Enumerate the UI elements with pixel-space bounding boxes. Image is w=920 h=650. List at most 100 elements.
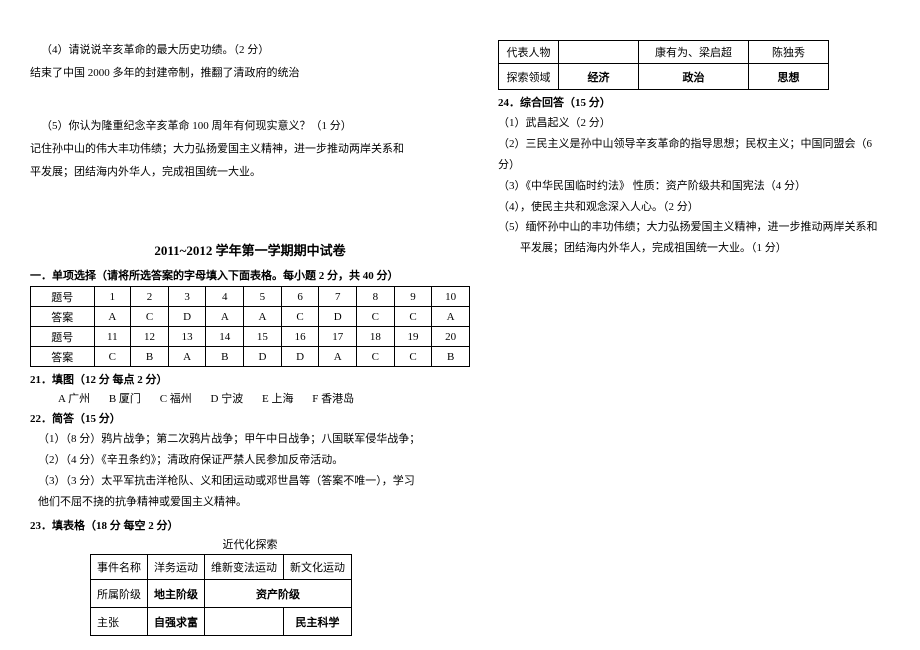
q24-4: （4），使民主共和观念深入人心。（2 分） (498, 197, 888, 218)
opt-c: C 福州 (160, 393, 192, 405)
cell: 自强求富 (148, 608, 205, 636)
section-1-heading: 一．单项选择（请将所选答案的字母填入下面表格。每小题 2 分，共 40 分） (30, 267, 470, 283)
cell-label: 题号 (31, 327, 95, 347)
cell: 洋务运动 (148, 555, 205, 580)
cell-ans: B (206, 347, 244, 367)
cell-ans: B (131, 347, 169, 367)
cell-ans: C (357, 347, 395, 367)
q5-answer-line1: 记住孙中山的伟大丰功伟绩；大力弘扬爱国主义精神，进一步推动两岸关系和 (30, 139, 470, 160)
cell-num: 15 (244, 327, 282, 347)
cell-ans: A (168, 347, 206, 367)
opt-a: A 广州 (58, 393, 90, 405)
cell-num: 5 (244, 287, 282, 307)
cell-ans: D (281, 347, 319, 367)
cell-num: 16 (281, 327, 319, 347)
cell: 新文化运动 (284, 555, 352, 580)
cell-ans: C (357, 307, 395, 327)
cell-num: 13 (168, 327, 206, 347)
cell-h: 探索领域 (499, 64, 559, 90)
cell-label: 答案 (31, 307, 95, 327)
left-column: （4）请说说辛亥革命的最大历史功绩。（2 分） 结束了中国 2000 多年的封建… (30, 40, 470, 638)
q24-5a: （5）缅怀孙中山的丰功伟绩；大力弘扬爱国主义精神，进一步推动两岸关系和 (498, 217, 888, 238)
section-21-options: A 广州 B 厦门 C 福州 D 宁波 E 上海 F 香港岛 (58, 390, 470, 406)
q22-3b: 他们不屈不挠的抗争精神或爱国主义精神。 (38, 492, 470, 513)
table-row: 代表人物 康有为、梁启超 陈独秀 (499, 41, 829, 64)
cell: 地主阶级 (148, 580, 205, 608)
cell-ans: B (432, 347, 470, 367)
cell-ans: A (206, 307, 244, 327)
q22-3a: （3）（3 分）太平军抗击洋枪队、义和团运动或邓世昌等（答案不唯一），学习 (38, 471, 470, 492)
cell-num: 18 (357, 327, 395, 347)
cell-h: 主张 (91, 608, 148, 636)
cell-num: 6 (281, 287, 319, 307)
cell-ans: C (131, 307, 169, 327)
cell-num: 4 (206, 287, 244, 307)
cell-ans: A (319, 347, 357, 367)
section-21-heading: 21．填图（12 分 每点 2 分） (30, 371, 470, 387)
table-row: 主张 自强求富 民主科学 (91, 608, 352, 636)
q4-answer: 结束了中国 2000 多年的封建帝制，推翻了清政府的统治 (30, 63, 470, 84)
cell-ans: D (168, 307, 206, 327)
q24-3: （3）《中华民国临时约法》 性质：资产阶级共和国宪法（4 分） (498, 176, 888, 197)
q22-1: （1）（8 分）鸦片战争；第二次鸦片战争；甲午中日战争；八国联军侵华战争； (38, 429, 470, 450)
cell-num: 10 (432, 287, 470, 307)
cell-ans: A (432, 307, 470, 327)
section-23-heading: 23．填表格（18 分 每空 2 分） (30, 517, 470, 533)
cell-num: 14 (206, 327, 244, 347)
section-22-heading: 22．简答（15 分） (30, 410, 470, 426)
opt-f: F 香港岛 (312, 393, 354, 405)
table-23-title: 近代化探索 (30, 536, 470, 552)
cell-num: 2 (131, 287, 169, 307)
cell-h: 事件名称 (91, 555, 148, 580)
cell: 思想 (749, 64, 829, 90)
table-row: 题号 1 2 3 4 5 6 7 8 9 10 (31, 287, 470, 307)
table-23: 事件名称 洋务运动 维新变法运动 新文化运动 所属阶级 地主阶级 资产阶级 主张… (90, 554, 352, 636)
cell-ans: D (244, 347, 282, 367)
cell-ans: C (281, 307, 319, 327)
cell: 陈独秀 (749, 41, 829, 64)
table-row: 答案 A C D A A C D C C A (31, 307, 470, 327)
cell-num: 11 (94, 327, 131, 347)
q5-prompt: （5）你认为隆重纪念辛亥革命 100 周年有何现实意义？（1 分） (30, 116, 470, 137)
cell-ans: C (394, 307, 432, 327)
cell (205, 608, 284, 636)
q22-2: （2）（4 分）《辛丑条约》；清政府保证严禁人民参加反帝活动。 (38, 450, 470, 471)
cell: 经济 (559, 64, 639, 90)
cell: 康有为、梁启超 (639, 41, 749, 64)
cell (559, 41, 639, 64)
cell-label: 答案 (31, 347, 95, 367)
cell-ans: C (394, 347, 432, 367)
opt-e: E 上海 (262, 393, 293, 405)
cell: 民主科学 (284, 608, 352, 636)
cell: 维新变法运动 (205, 555, 284, 580)
mc-answer-table: 题号 1 2 3 4 5 6 7 8 9 10 答案 A C D A A C D (30, 286, 470, 367)
cell-num: 20 (432, 327, 470, 347)
table-row: 答案 C B A B D D A C C B (31, 347, 470, 367)
cell-num: 19 (394, 327, 432, 347)
q24-2: （2）三民主义是孙中山领导辛亥革命的指导思想；民权主义；中国同盟会（6 分） (498, 134, 888, 176)
page-root: （4）请说说辛亥革命的最大历史功绩。（2 分） 结束了中国 2000 多年的封建… (0, 0, 920, 648)
cell-num: 9 (394, 287, 432, 307)
cell-label: 题号 (31, 287, 95, 307)
table-row: 题号 11 12 13 14 15 16 17 18 19 20 (31, 327, 470, 347)
exam-title: 2011~2012 学年第一学期期中试卷 (30, 240, 470, 259)
q24-1: （1）武昌起义（2 分） (498, 113, 888, 134)
cell: 资产阶级 (205, 580, 352, 608)
table-figures: 代表人物 康有为、梁启超 陈独秀 探索领域 经济 政治 思想 (498, 40, 829, 90)
q4-prompt: （4）请说说辛亥革命的最大历史功绩。（2 分） (30, 40, 470, 61)
cell-num: 8 (357, 287, 395, 307)
cell-num: 1 (94, 287, 131, 307)
opt-b: B 厦门 (109, 393, 141, 405)
section-24-heading: 24．综合回答（15 分） (498, 94, 888, 110)
cell: 政治 (639, 64, 749, 90)
cell-num: 3 (168, 287, 206, 307)
q24-5b: 平发展；团结海内外华人，完成祖国统一大业。（1 分） (498, 238, 888, 259)
table-row: 事件名称 洋务运动 维新变法运动 新文化运动 (91, 555, 352, 580)
cell-num: 7 (319, 287, 357, 307)
cell-num: 12 (131, 327, 169, 347)
cell-ans: C (94, 347, 131, 367)
cell-ans: A (94, 307, 131, 327)
table-row: 探索领域 经济 政治 思想 (499, 64, 829, 90)
cell-ans: D (319, 307, 357, 327)
cell-num: 17 (319, 327, 357, 347)
